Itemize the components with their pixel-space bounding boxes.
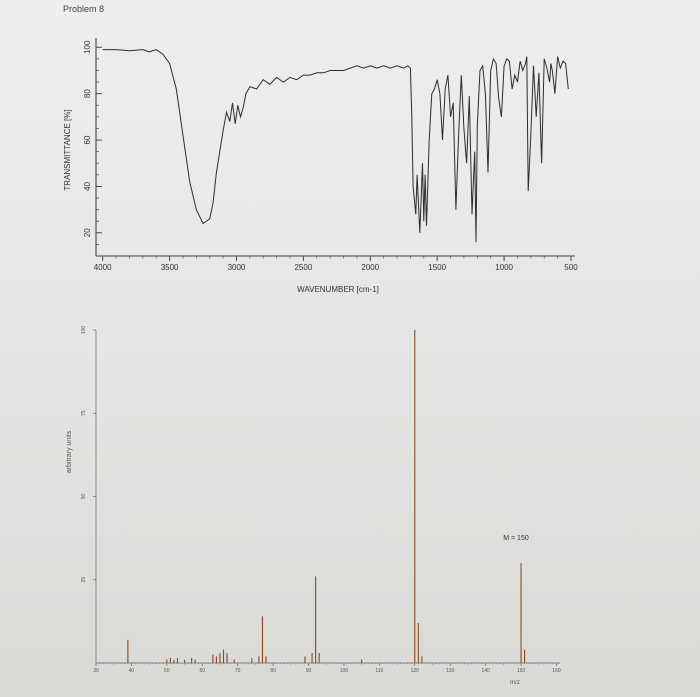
ms-x-tick-label-13: 160 xyxy=(552,668,561,674)
ir-spectrum: 20 40 60 80 100 4000 3500 3000 2500 2000 1500 1000… xyxy=(63,38,578,294)
ms-y-tick-label-0: 25 xyxy=(81,577,87,583)
problem-title: Problem 8 xyxy=(63,4,105,14)
ir-x-tick-label-6: 1000 xyxy=(495,263,513,272)
ms-y-axis-label: arbitrary units xyxy=(66,430,73,473)
ir-x-tick-label-0: 4000 xyxy=(94,263,112,272)
ms-x-tick-label-8: 110 xyxy=(375,668,383,674)
ms-peaks xyxy=(127,330,526,663)
ms-x-tick-label-11: 140 xyxy=(481,668,490,674)
ms-x-tick-label-5: 80 xyxy=(270,668,276,674)
ir-y-tick-label-0: 20 xyxy=(83,228,92,237)
ir-y-tick-label-4: 100 xyxy=(83,40,92,54)
ir-transmittance-line xyxy=(102,49,569,243)
ir-x-axis-label: WAVENUMBER [cm-1] xyxy=(297,285,379,294)
ms-x-tick-label-3: 60 xyxy=(199,668,205,674)
ms-y-tick-label-3: 100 xyxy=(81,326,87,335)
ms-x-tick-label-0: 30 xyxy=(93,668,99,674)
ms-x-tick-label-9: 120 xyxy=(411,668,420,674)
ir-x-tick-label-7: 500 xyxy=(564,263,578,272)
ms-y-tick-label-2: 75 xyxy=(81,410,87,416)
ms-x-tick-label-4: 70 xyxy=(235,668,241,674)
ms-x-tick-label-2: 50 xyxy=(164,668,170,674)
ms-x-axis-label: m/z xyxy=(510,680,520,686)
ir-y-tick-label-3: 80 xyxy=(83,89,92,98)
ir-x-tick-label-1: 3500 xyxy=(161,263,179,272)
ir-y-ticks: 20 40 60 80 100 xyxy=(83,40,102,245)
molecular-ion-annotation: M = 150 xyxy=(503,535,529,542)
ir-y-axis-label: TRANSMITTANCE [%] xyxy=(63,109,72,190)
ir-x-ticks: 4000 3500 3000 2500 2000 1500 1000 500 xyxy=(94,256,578,272)
ms-x-tick-label-6: 90 xyxy=(306,668,312,674)
ms-x-tick-label-12: 150 xyxy=(517,668,526,674)
ir-x-tick-label-2: 3000 xyxy=(228,263,246,272)
ir-x-tick-label-5: 1500 xyxy=(428,263,446,272)
ir-x-tick-label-4: 2000 xyxy=(361,263,379,272)
ms-x-ticks: 30 40 50 60 70 80 90 100 110 120 130 140 150 160 xyxy=(93,663,561,674)
ms-x-tick-label-7: 100 xyxy=(340,668,349,674)
ms-y-ticks: 25 50 75 100 xyxy=(81,326,96,583)
ir-y-tick-label-2: 60 xyxy=(83,135,92,144)
ms-x-tick-label-10: 130 xyxy=(446,668,455,674)
ms-y-tick-label-1: 50 xyxy=(81,494,87,500)
ir-x-tick-label-3: 2500 xyxy=(294,263,312,272)
mass-spectrum: 25 50 75 100 30 40 50 60 70 80 90 100 110 120 130 140 1… xyxy=(66,326,561,686)
ms-x-tick-label-1: 40 xyxy=(129,668,135,674)
ir-y-tick-label-1: 40 xyxy=(83,181,92,190)
